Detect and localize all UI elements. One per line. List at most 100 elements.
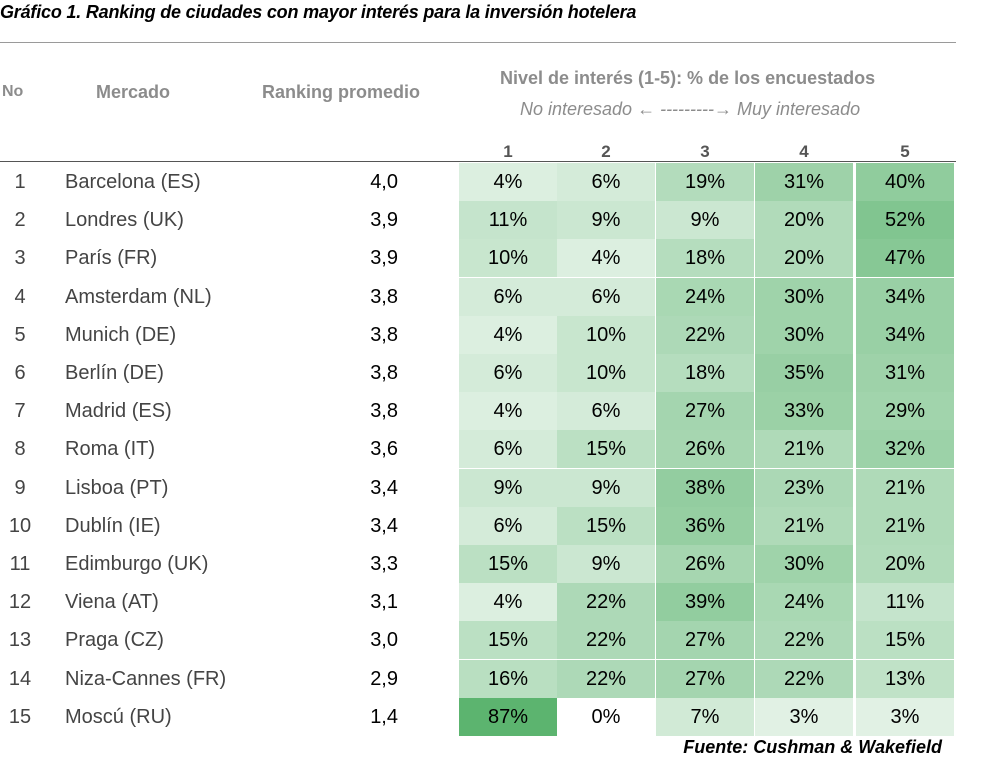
market-name: Madrid (ES)	[65, 400, 172, 423]
heatmap-cell-level-4: 3%	[755, 697, 853, 736]
heatmap-cell-level-3: 27%	[656, 392, 754, 431]
heatmap-cell-level-3: 38%	[656, 468, 754, 507]
market-name: Moscú (RU)	[65, 705, 172, 728]
heatmap-cell-level-2: 10%	[557, 315, 655, 354]
average-ranking: 3,9	[370, 247, 398, 270]
row-number: 6	[14, 362, 26, 384]
table-row: 5 Munich (DE) 3,8 4% 10% 22% 30% 34%	[0, 315, 956, 354]
table-row: 12 Viena (AT) 3,1 4% 22% 39% 24% 11%	[0, 583, 956, 622]
heatmap-cell-level-4: 20%	[755, 201, 853, 240]
heatmap-cell-level-5: 31%	[856, 354, 954, 392]
heatmap-cell-level-4: 30%	[755, 545, 853, 583]
heatmap-cell-level-4: 23%	[755, 468, 853, 507]
heatmap-cell-level-2: 4%	[557, 239, 655, 278]
heatmap-cell-level-1: 6%	[459, 430, 557, 469]
heatmap-cell-level-3: 24%	[656, 277, 754, 316]
table-row: 6 Berlín (DE) 3,8 6% 10% 18% 35% 31%	[0, 354, 956, 392]
heatmap-cell-level-1: 16%	[459, 659, 557, 698]
heatmap-cell-level-4: 33%	[755, 392, 853, 431]
average-ranking: 3,3	[370, 553, 398, 575]
heatmap-cell-level-1: 9%	[459, 468, 557, 507]
row-number: 1	[14, 171, 26, 193]
average-ranking: 3,8	[370, 400, 398, 423]
table-row: 8 Roma (IT) 3,6 6% 15% 26% 21% 32%	[0, 430, 956, 469]
heatmap-cell-level-1: 4%	[459, 392, 557, 431]
column-header-2: 2	[601, 142, 611, 161]
row-number: 13	[8, 629, 32, 652]
table-row: 4 Amsterdam (NL) 3,8 6% 6% 24% 30% 34%	[0, 277, 956, 316]
header-no: No	[2, 83, 24, 100]
market-name: Roma (IT)	[65, 438, 155, 461]
row-number: 7	[14, 400, 26, 423]
table-row: 15 Moscú (RU) 1,4 87% 0% 7% 3% 3%	[0, 697, 956, 736]
heatmap-cell-level-4: 31%	[755, 163, 853, 201]
heatmap-cell-level-1: 4%	[459, 163, 557, 201]
heatmap-cell-level-5: 21%	[856, 468, 954, 507]
heatmap-cell-level-2: 22%	[557, 583, 655, 622]
heatmap-cell-level-5: 32%	[856, 430, 954, 469]
heatmap-cell-level-1: 4%	[459, 315, 557, 354]
heatmap-cell-level-5: 20%	[856, 545, 954, 583]
heatmap-cell-level-2: 0%	[557, 697, 655, 736]
market-name: Munich (DE)	[65, 323, 177, 346]
average-ranking: 4,0	[370, 171, 398, 193]
heatmap-cell-level-2: 6%	[557, 392, 655, 431]
heatmap-cell-level-3: 26%	[656, 430, 754, 469]
heatmap-cell-level-3: 39%	[656, 583, 754, 622]
heatmap-cell-level-4: 21%	[755, 430, 853, 469]
top-divider	[0, 42, 956, 43]
heatmap-cell-level-3: 18%	[656, 239, 754, 278]
table-row: 7 Madrid (ES) 3,8 4% 6% 27% 33% 29%	[0, 392, 956, 431]
average-ranking: 3,6	[370, 438, 398, 461]
market-name: París (FR)	[65, 247, 158, 270]
table-row: 1 Barcelona (ES) 4,0 4% 6% 19% 31% 40%	[0, 163, 956, 201]
row-number: 4	[14, 285, 26, 308]
header-scale-note: No interesado ← ---------→ Muy interesad…	[520, 99, 861, 119]
table-row: 14 Niza-Cannes (FR) 2,9 16% 22% 27% 22% 13%	[0, 659, 956, 698]
heatmap-cell-level-4: 22%	[755, 659, 853, 698]
heatmap-cell-level-2: 15%	[557, 430, 655, 469]
heatmap-cell-level-5: 34%	[856, 277, 954, 316]
table-row: 10 Dublín (IE) 3,4 6% 15% 36% 21% 21%	[0, 506, 956, 545]
average-ranking: 3,8	[370, 285, 398, 308]
heatmap-cell-level-1: 87%	[459, 697, 557, 736]
market-name: Lisboa (PT)	[65, 476, 169, 499]
heatmap-cell-level-3: 26%	[656, 545, 754, 583]
market-name: Barcelona (ES)	[65, 171, 201, 193]
market-name: Viena (AT)	[65, 591, 159, 614]
heatmap-cell-level-1: 11%	[459, 201, 557, 240]
column-header-4: 4	[799, 142, 809, 161]
average-ranking: 3,0	[370, 629, 398, 652]
row-number: 12	[8, 591, 32, 614]
column-header-3: 3	[700, 142, 710, 161]
header-nivel-interes: Nivel de interés (1-5): % de los encuest…	[500, 68, 876, 88]
average-ranking: 3,1	[370, 591, 398, 614]
table-row: 9 Lisboa (PT) 3,4 9% 9% 38% 23% 21%	[0, 468, 956, 507]
table-row: 11 Edimburgo (UK) 3,3 15% 9% 26% 30% 20%	[0, 545, 956, 583]
heatmap-cell-level-3: 7%	[656, 697, 754, 736]
market-name: Amsterdam (NL)	[65, 285, 212, 308]
heatmap-cell-level-4: 35%	[755, 354, 853, 392]
heatmap-cell-level-5: 13%	[856, 659, 954, 698]
row-number: 10	[8, 514, 32, 537]
source-note: Fuente: Cushman & Wakefield	[683, 737, 942, 757]
heatmap-cell-level-5: 47%	[856, 239, 954, 278]
market-name: Berlín (DE)	[65, 362, 164, 384]
average-ranking: 3,8	[370, 323, 398, 346]
heatmap-cell-level-5: 52%	[856, 201, 954, 240]
heatmap-cell-level-4: 30%	[755, 315, 853, 354]
row-number: 15	[8, 705, 32, 728]
table-row: 3 París (FR) 3,9 10% 4% 18% 20% 47%	[0, 239, 956, 278]
heatmap-cell-level-3: 18%	[656, 354, 754, 392]
heatmap-cell-level-4: 22%	[755, 621, 853, 660]
column-header-5: 5	[900, 142, 910, 161]
heatmap-cell-level-2: 22%	[557, 621, 655, 660]
heatmap-cell-level-5: 34%	[856, 315, 954, 354]
market-name: Edimburgo (UK)	[65, 553, 209, 575]
heatmap-cell-level-3: 19%	[656, 163, 754, 201]
heatmap-cell-level-5: 29%	[856, 392, 954, 431]
row-number: 14	[8, 667, 32, 690]
table-row: 13 Praga (CZ) 3,0 15% 22% 27% 22% 15%	[0, 621, 956, 660]
heatmap-cell-level-3: 27%	[656, 621, 754, 660]
heatmap-cell-level-1: 4%	[459, 583, 557, 622]
